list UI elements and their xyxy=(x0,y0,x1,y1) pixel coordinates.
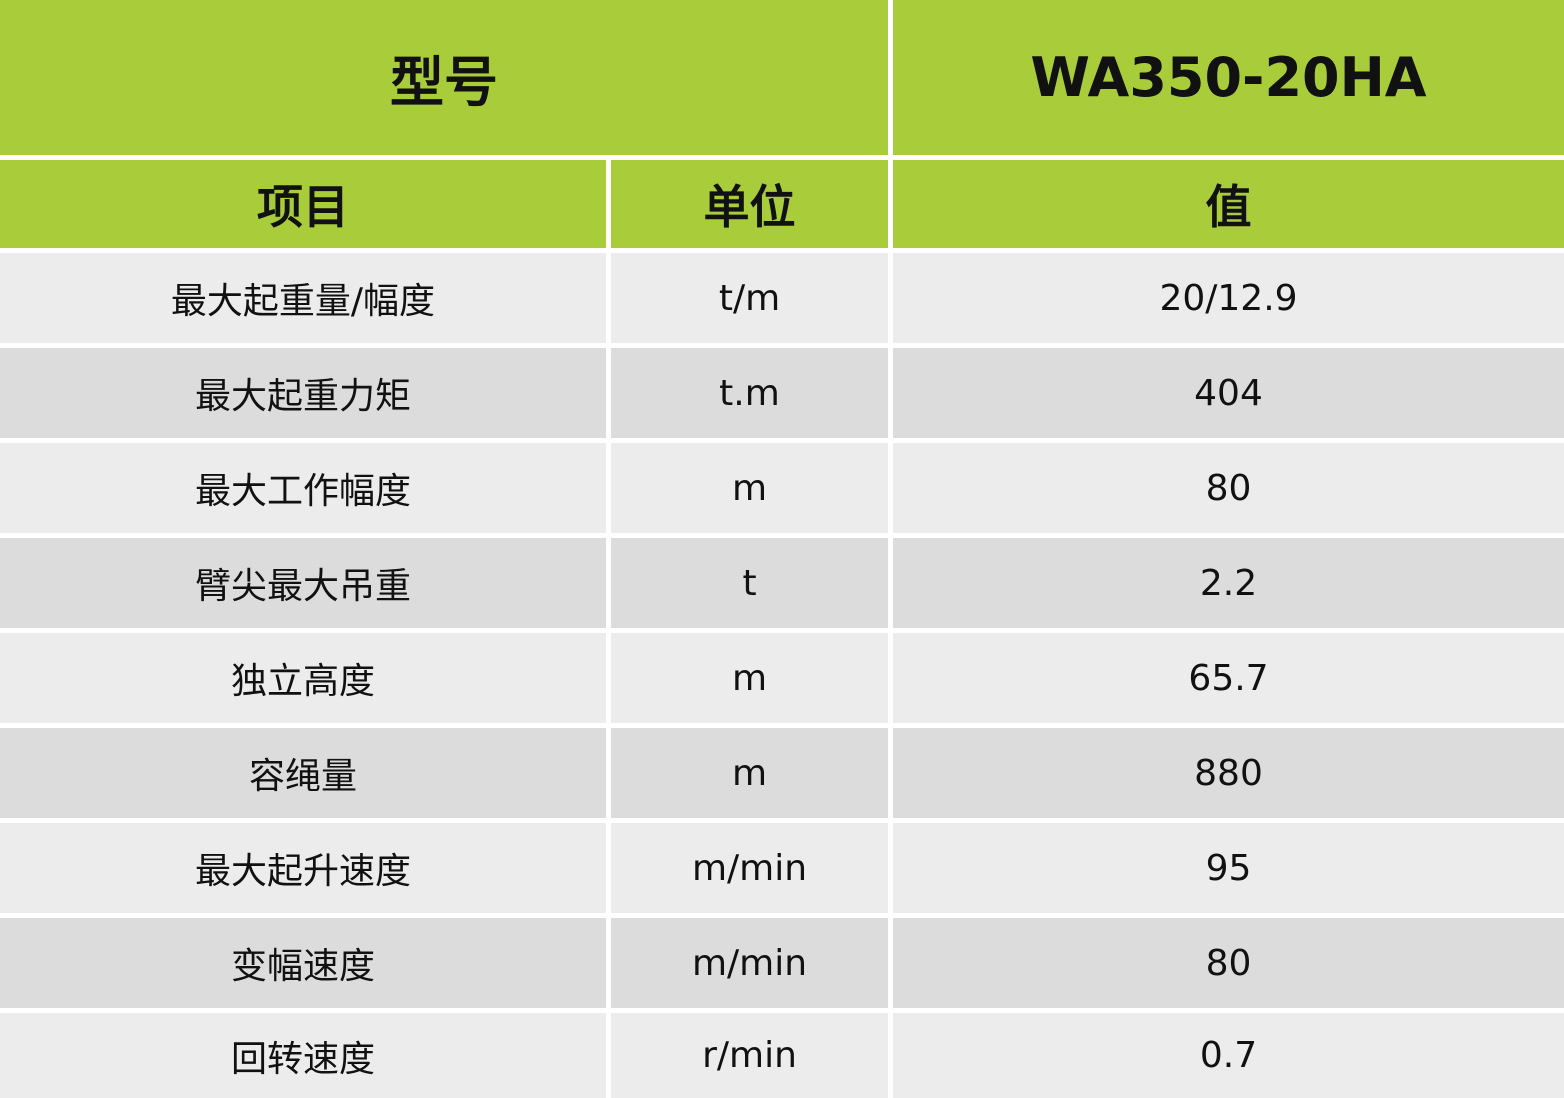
table-cell: 880 xyxy=(893,728,1564,818)
table-cell: 变幅速度 xyxy=(0,918,606,1008)
table-cell: 最大起重量/幅度 xyxy=(0,253,606,343)
table-cell: 404 xyxy=(893,348,1564,438)
table-cell: 95 xyxy=(893,823,1564,913)
table-cell: r/min xyxy=(611,1013,888,1098)
table-cell: 独立高度 xyxy=(0,633,606,723)
table-cell: 最大起升速度 xyxy=(0,823,606,913)
table-cell: 65.7 xyxy=(893,633,1564,723)
column-header: 单位 xyxy=(611,160,888,248)
table-cell: m xyxy=(611,443,888,533)
table-cell: 最大工作幅度 xyxy=(0,443,606,533)
table-cell: t/m xyxy=(611,253,888,343)
table-cell: m xyxy=(611,633,888,723)
table-cell: 2.2 xyxy=(893,538,1564,628)
table-cell: 回转速度 xyxy=(0,1013,606,1098)
table-cell: m/min xyxy=(611,918,888,1008)
table-cell: m/min xyxy=(611,823,888,913)
table-cell: 80 xyxy=(893,918,1564,1008)
table-cell: 最大起重力矩 xyxy=(0,348,606,438)
table-cell: t xyxy=(611,538,888,628)
model-label: 型号 xyxy=(0,0,888,155)
table-cell: 容绳量 xyxy=(0,728,606,818)
model-value: WA350-20HA xyxy=(893,0,1564,155)
table-cell: m xyxy=(611,728,888,818)
table-cell: 臂尖最大吊重 xyxy=(0,538,606,628)
table-cell: t.m xyxy=(611,348,888,438)
column-header: 项目 xyxy=(0,160,606,248)
column-header: 值 xyxy=(893,160,1564,248)
table-cell: 0.7 xyxy=(893,1013,1564,1098)
table-cell: 80 xyxy=(893,443,1564,533)
table-cell: 20/12.9 xyxy=(893,253,1564,343)
